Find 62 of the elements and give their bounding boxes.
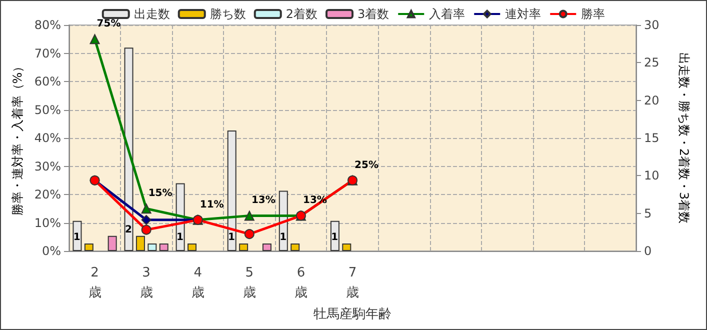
data-label: 11% (200, 199, 224, 210)
data-label: 1 (331, 232, 338, 243)
data-label: 1 (176, 232, 184, 243)
bar (108, 236, 117, 251)
y2-tick-label: 10 (644, 168, 660, 183)
point (244, 229, 254, 240)
data-label: 75% (96, 18, 121, 30)
y2-tick-label: 25 (644, 56, 660, 70)
legend-label: 勝率 (581, 7, 606, 21)
bar (290, 243, 300, 251)
bar (159, 243, 168, 251)
bar (239, 243, 248, 251)
legend-label: 3着数 (358, 7, 390, 21)
data-label: 13% (251, 195, 276, 206)
bar (188, 243, 197, 251)
y-tick-label: 60% (34, 74, 61, 88)
x-tick-label: 3 歳 (140, 266, 153, 300)
bar (342, 243, 352, 251)
point (141, 224, 152, 235)
y-tick-label: 50% (34, 102, 61, 117)
data-label: 2 (124, 224, 132, 236)
y-axis-title: 勝率・連対率・入着率（%） (10, 60, 24, 216)
bar (124, 48, 134, 251)
data-label: 15% (148, 188, 172, 200)
bar (148, 243, 157, 251)
bar (262, 243, 272, 251)
legend-label: 入着率 (429, 7, 466, 21)
x-tick-label: 2 歳 (88, 266, 102, 300)
y2-tick-label: 20 (644, 93, 660, 108)
y-tick-label: 0% (42, 244, 61, 258)
y2-tick-label: 0 (644, 244, 652, 258)
legend-label: 出走数 (134, 7, 170, 21)
point (90, 34, 100, 44)
y2-tick-label: 30 (644, 18, 660, 32)
data-label: 1 (73, 232, 80, 243)
y-tick-label: 70% (34, 46, 61, 60)
x-axis-title: 牡馬産駒年齢 (314, 306, 392, 322)
y2-tick-label: 15 (644, 131, 660, 145)
y-tick-label: 80% (34, 18, 61, 32)
bar (72, 220, 82, 251)
y-tick-label: 30% (34, 159, 61, 174)
x-tick-label: 5 歳 (242, 266, 256, 300)
legend-label: 連対率 (505, 7, 542, 21)
data-label: 1 (280, 232, 287, 243)
y2-axis-title: 出走数・勝ち数・2着数・3着数 (677, 52, 691, 224)
x-tick-label: 6 歳 (294, 266, 308, 300)
bar (330, 220, 340, 251)
y-tick-label: 40% (34, 131, 61, 145)
x-tick-label: 4 歳 (191, 266, 204, 300)
y-tick-label: 20% (34, 188, 61, 202)
y2-tick-label: 5 (644, 206, 652, 220)
bar (84, 243, 94, 251)
point (244, 210, 254, 221)
bar (227, 130, 236, 251)
x-tick-label: 7 歳 (346, 266, 359, 300)
point (141, 204, 152, 214)
point (141, 214, 152, 225)
data-label: 25% (354, 160, 378, 171)
data-label: 1 (228, 232, 236, 243)
legend-label: 2着数 (286, 7, 318, 21)
legend-label: 勝ち数 (210, 7, 246, 21)
y-tick-label: 10% (34, 216, 61, 230)
